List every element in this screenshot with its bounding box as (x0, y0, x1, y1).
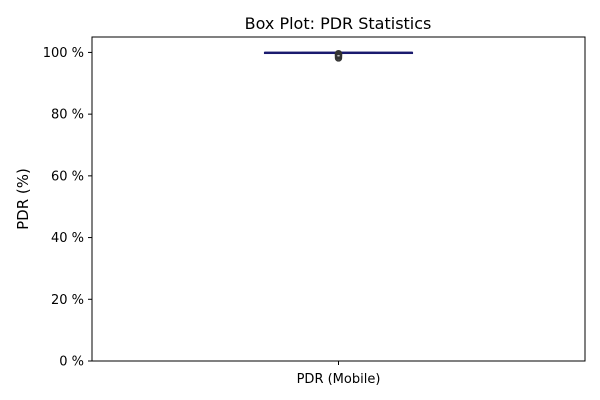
x-axis-ticks: PDR (Mobile) (297, 361, 381, 387)
outlier-point (334, 54, 343, 62)
y-tick-label: 80 % (51, 108, 84, 123)
y-tick-label: 40 % (51, 231, 84, 246)
chart-title: Box Plot: PDR Statistics (245, 14, 432, 33)
x-tick-label: PDR (Mobile) (297, 372, 381, 387)
y-tick-label: 60 % (51, 169, 84, 184)
box-series (263, 49, 414, 62)
y-tick-label: 0 % (59, 355, 84, 370)
y-axis-label: PDR (%) (14, 168, 32, 230)
box-group (263, 49, 414, 62)
y-tick-label: 100 % (43, 46, 84, 61)
y-tick-label: 20 % (51, 293, 84, 308)
axes-frame (91, 36, 586, 362)
y-axis-ticks: 0 % 20 % 40 % 60 % 80 % 100 % (43, 46, 92, 370)
